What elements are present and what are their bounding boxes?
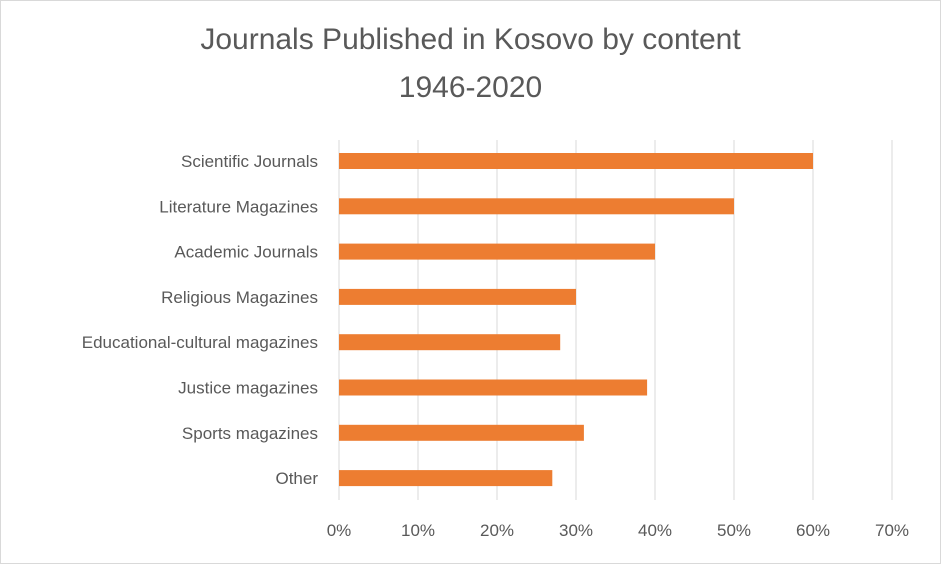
chart-subtitle: 1946-2020 <box>398 71 543 104</box>
bar <box>339 334 561 351</box>
bar <box>339 470 553 487</box>
bar <box>339 424 584 441</box>
x-tick-label: 60% <box>796 521 830 540</box>
category-label: Educational-cultural magazines <box>82 333 318 352</box>
category-label: Literature Magazines <box>159 197 318 216</box>
x-tick-label: 20% <box>480 521 514 540</box>
bars <box>339 153 813 487</box>
category-label: Sports magazines <box>182 424 318 443</box>
x-tick-label: 30% <box>559 521 593 540</box>
category-label: Scientific Journals <box>181 152 318 171</box>
x-tick-label: 40% <box>638 521 672 540</box>
x-tick-labels: 0% 10% 20% 30% 40% 50% 60% 70% <box>327 521 909 540</box>
chart-title: Journals Published in Kosovo by content <box>200 23 741 56</box>
bar <box>339 153 813 169</box>
bar <box>339 379 648 396</box>
x-tick-label: 10% <box>401 521 435 540</box>
category-labels: Scientific Journals Literature Magazines A… <box>82 152 319 488</box>
bar <box>339 198 734 215</box>
category-label: Other <box>275 469 318 488</box>
gridlines <box>338 140 893 500</box>
x-tick-label: 0% <box>327 521 352 540</box>
x-tick-label: 50% <box>717 521 751 540</box>
category-label: Justice magazines <box>178 379 318 398</box>
bar <box>339 288 576 305</box>
category-label: Academic Journals <box>174 243 318 262</box>
category-label: Religious Magazines <box>161 288 318 307</box>
bar <box>339 243 655 260</box>
x-tick-label: 70% <box>875 521 909 540</box>
